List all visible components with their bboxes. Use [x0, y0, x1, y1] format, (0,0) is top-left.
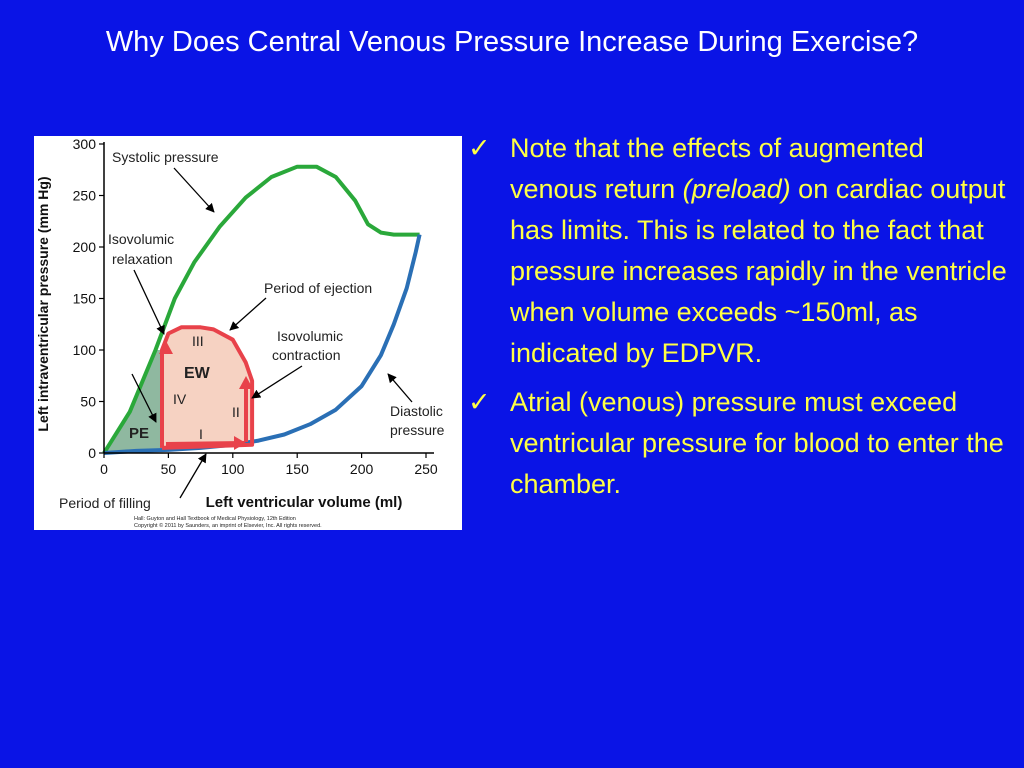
relaxation-pointer-arrow — [133, 269, 165, 335]
pressure-volume-loop — [160, 325, 255, 450]
figure-credit-line-2: Copyright © 2011 by Saunders, an imprint… — [134, 522, 322, 529]
bullet-item: ✓ Note that the effects of augmented ven… — [468, 128, 1008, 374]
filling-pointer-arrow — [179, 453, 207, 499]
y-tick-label: 200 — [73, 239, 97, 255]
isovolumic-relaxation-label-2: relaxation — [112, 251, 173, 267]
x-tick-label: 50 — [161, 461, 177, 477]
y-tick-label: 0 — [88, 445, 96, 461]
diastolic-pressure-label-2: pressure — [390, 422, 445, 438]
pressure-volume-figure: 0 50 100 150 200 250 0 50 100 150 200 250 300 Left ve… — [34, 136, 462, 530]
y-tick-label: 50 — [80, 394, 96, 410]
x-tick-label: 200 — [350, 461, 374, 477]
phase-4-arrowhead — [159, 341, 173, 354]
x-axis-label: Left ventricular volume (ml) — [206, 494, 403, 511]
ew-label: EW — [184, 365, 211, 382]
systolic-pointer-arrow — [173, 167, 215, 213]
period-of-ejection-label: Period of ejection — [264, 280, 372, 296]
x-tick-label: 100 — [221, 461, 245, 477]
isovolumic-contraction-label-1: Isovolumic — [277, 328, 343, 344]
checkmark-icon: ✓ — [468, 387, 491, 417]
pe-pointer-arrow — [131, 373, 157, 423]
y-axis-label: Left intraventricular pressure (mm Hg) — [35, 176, 51, 431]
phase-2-label: II — [232, 404, 240, 420]
figure-credit-line-1: Hall: Guyton and Hall Textbook of Medica… — [134, 516, 296, 522]
x-tick-label: 150 — [286, 461, 310, 477]
y-tick-label: 300 — [73, 136, 97, 152]
bullet-text-part: Note that the effects of augmented venou… — [510, 133, 924, 204]
bullet-list: ✓ Note that the effects of augmented ven… — [468, 128, 1008, 513]
slide-title: Why Does Central Venous Pressure Increas… — [105, 26, 919, 58]
phase-1-arrow — [165, 441, 245, 446]
pressure-volume-chart: 0 50 100 150 200 250 0 50 100 150 200 250 300 Left ve… — [35, 136, 445, 529]
pe-area — [104, 350, 162, 453]
y-tick-label: 250 — [73, 188, 97, 204]
bullet-text-part: on cardiac output has limits. This is re… — [510, 174, 1007, 368]
period-of-filling-label: Period of filling — [59, 495, 151, 511]
phase-2-arrowhead — [239, 376, 253, 389]
x-tick-label: 0 — [100, 461, 108, 477]
phase-1-label: I — [199, 426, 203, 442]
systolic-pressure-label: Systolic pressure — [112, 149, 219, 165]
diastolic-pressure-label-1: Diastolic — [390, 403, 443, 419]
phase-4-label: IV — [173, 391, 187, 407]
contraction-pointer-arrow — [251, 365, 303, 399]
isovolumic-relaxation-label-1: Isovolumic — [108, 231, 174, 247]
bullet-text-part: Atrial (venous) pressure must exceed ven… — [510, 387, 1004, 499]
phase-3-label: III — [192, 333, 204, 349]
diastolic-pointer-arrow — [387, 373, 413, 403]
pe-label: PE — [129, 425, 149, 442]
isovolumic-contraction-label-2: contraction — [272, 347, 340, 363]
ew-area — [162, 327, 253, 448]
bullet-item: ✓ Atrial (venous) pressure must exceed v… — [468, 382, 1008, 505]
systolic-curve — [102, 164, 420, 455]
y-tick-label: 150 — [73, 291, 97, 307]
checkmark-icon: ✓ — [468, 133, 491, 163]
y-tick-label: 100 — [73, 342, 97, 358]
x-tick-label: 250 — [414, 461, 438, 477]
ejection-pointer-arrow — [229, 297, 267, 331]
preload-emphasis: (preload) — [682, 174, 791, 204]
phase-1-arrowhead — [234, 436, 246, 450]
